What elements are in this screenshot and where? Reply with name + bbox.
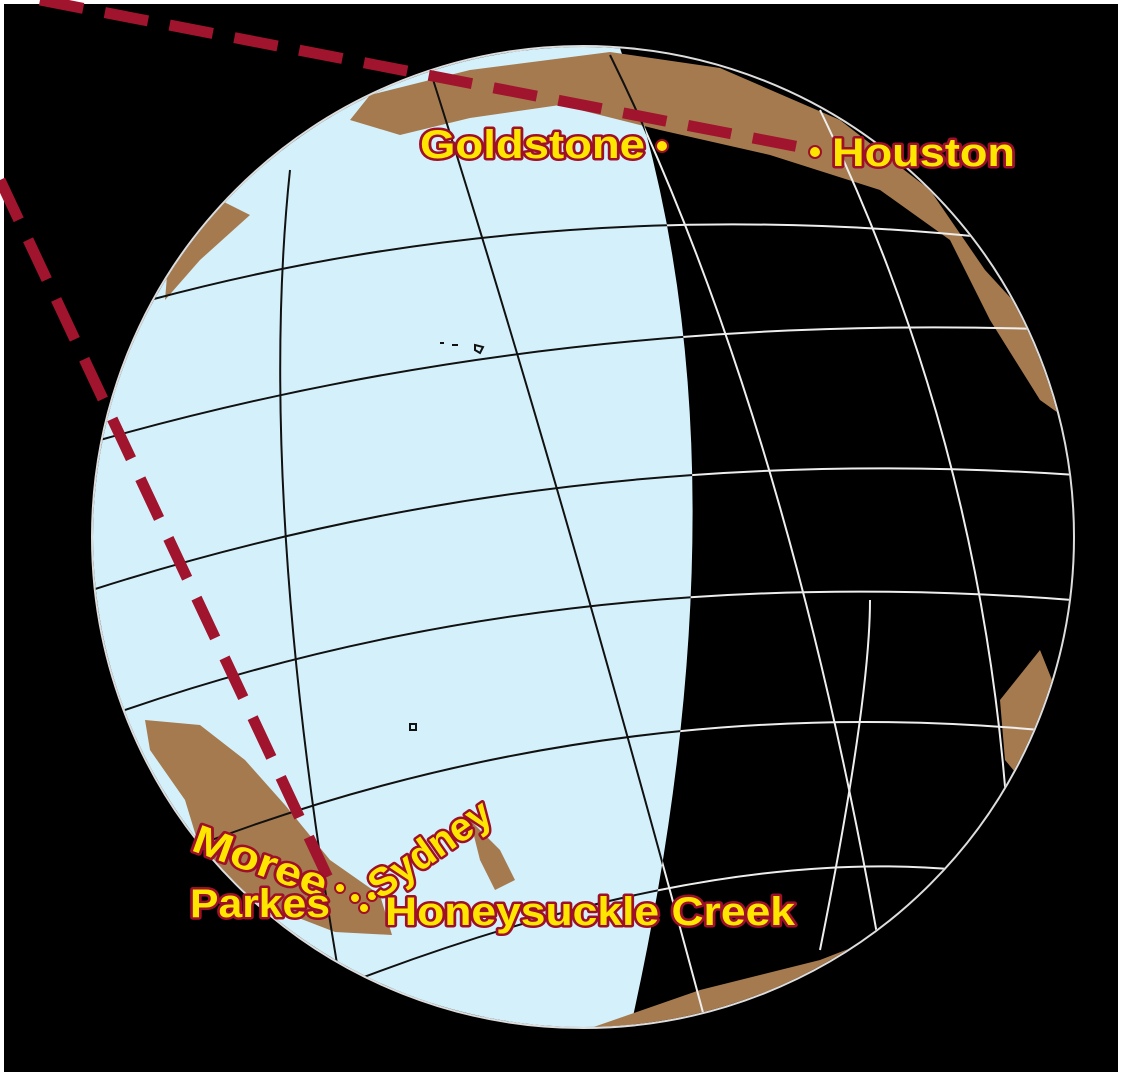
station-label: Parkes <box>190 882 330 926</box>
station-dot <box>655 139 669 153</box>
antarctica <box>585 925 910 1027</box>
asia <box>165 200 250 300</box>
station-dot <box>334 882 346 894</box>
new-zealand <box>470 820 515 890</box>
station-dot <box>808 145 822 159</box>
south-america <box>1000 650 1060 790</box>
station-label: Honeysuckle Creek <box>385 890 796 934</box>
station-dots <box>334 139 822 914</box>
station-dot <box>349 892 361 904</box>
islands <box>409 342 485 731</box>
australia <box>145 720 392 935</box>
station-dot <box>366 890 378 902</box>
station-label: Goldstone <box>420 123 645 167</box>
station-dot <box>358 902 370 914</box>
station-label: Houston <box>832 131 1015 175</box>
